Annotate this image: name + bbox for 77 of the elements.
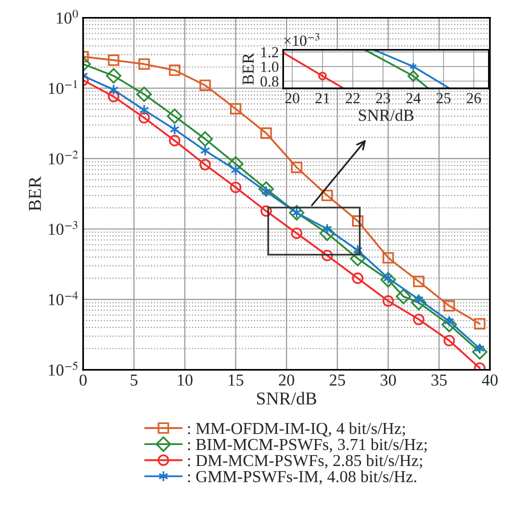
point <box>260 127 272 139</box>
point <box>200 144 210 156</box>
x-tick-label: 5 <box>130 374 138 386</box>
point <box>230 182 242 194</box>
x-tick-label: 20 <box>285 93 300 104</box>
x-tick-label: 24 <box>406 93 421 104</box>
y-tick-label: 1.0 <box>261 62 278 72</box>
point <box>168 64 180 76</box>
x-tick-label: 20 <box>278 374 294 386</box>
y-axis-title: BER <box>242 52 254 85</box>
point <box>442 316 457 332</box>
legend-label: : MM-OFDM-IM-IQ, 4 bit/s/Hz; <box>188 422 405 437</box>
x-tick-label: 10 <box>178 374 193 386</box>
y-tick-label: 10$^{−5}$ <box>48 362 78 376</box>
point <box>382 295 394 307</box>
point <box>413 314 424 326</box>
point <box>168 134 180 146</box>
point <box>290 228 302 239</box>
y-tick-label: 10$^{−4}$ <box>48 291 78 306</box>
point <box>170 124 180 136</box>
point <box>138 112 150 124</box>
x-tick-label: 21 <box>316 93 330 104</box>
point <box>136 86 152 102</box>
point <box>166 108 182 124</box>
y-tick-label: 0.8 <box>260 76 278 87</box>
y-tick-label: 10$^{−1}$ <box>48 80 77 94</box>
x-tick-label: 30 <box>380 374 396 386</box>
point <box>321 190 333 202</box>
point <box>444 300 455 312</box>
y-axis-title: BER <box>28 176 41 211</box>
x-tick-label: 25 <box>330 374 346 386</box>
x-axis-title: SNR/dB <box>257 392 316 405</box>
point <box>380 272 396 288</box>
point <box>138 58 150 70</box>
x-tick-label: 15 <box>228 374 244 386</box>
point <box>382 252 394 264</box>
point <box>319 226 335 241</box>
point <box>396 288 412 304</box>
point <box>230 164 241 176</box>
y-tick-label: 1.2 <box>261 47 278 58</box>
point <box>290 162 302 174</box>
point <box>199 158 211 170</box>
point <box>230 103 242 114</box>
point <box>474 318 486 330</box>
legend-label: : GMM-PSWFs-IM, 4.08 bit/s/Hz. <box>188 470 416 485</box>
point <box>472 344 488 360</box>
point <box>106 68 122 84</box>
point <box>108 84 119 96</box>
annotation: ×10$^{−3}$ <box>284 33 320 46</box>
y-tick-label: 10$^{−2}$ <box>48 150 78 164</box>
point <box>197 131 213 147</box>
point <box>411 294 426 310</box>
point <box>444 334 455 346</box>
x-tick-label: 0 <box>80 374 87 386</box>
point <box>139 104 150 116</box>
y-tick-label: 10$^{0}$ <box>56 10 78 24</box>
point <box>108 90 120 102</box>
x-tick-label: 35 <box>432 374 447 386</box>
point <box>413 276 424 288</box>
point <box>260 205 272 217</box>
point <box>321 250 333 262</box>
x-tick-label: 23 <box>376 93 390 104</box>
point <box>199 80 211 91</box>
point <box>350 250 366 266</box>
point <box>108 54 120 66</box>
x-tick-label: 25 <box>436 93 451 104</box>
point <box>352 215 364 227</box>
point <box>352 272 364 284</box>
x-tick-label: 22 <box>346 93 360 104</box>
legend-label: : BIM-MCM-PSWFs, 3.71 bit/s/Hz; <box>188 438 427 453</box>
legend-label: : DM-MCM-PSWFs, 2.85 bit/s/Hz; <box>188 454 422 469</box>
x-tick-label: 26 <box>466 93 481 104</box>
point <box>288 205 304 220</box>
point <box>258 181 274 197</box>
x-tick-label: 40 <box>482 374 498 386</box>
y-tick-label: 10$^{−3}$ <box>48 220 78 235</box>
x-axis-title: SNR/dB <box>358 109 414 121</box>
